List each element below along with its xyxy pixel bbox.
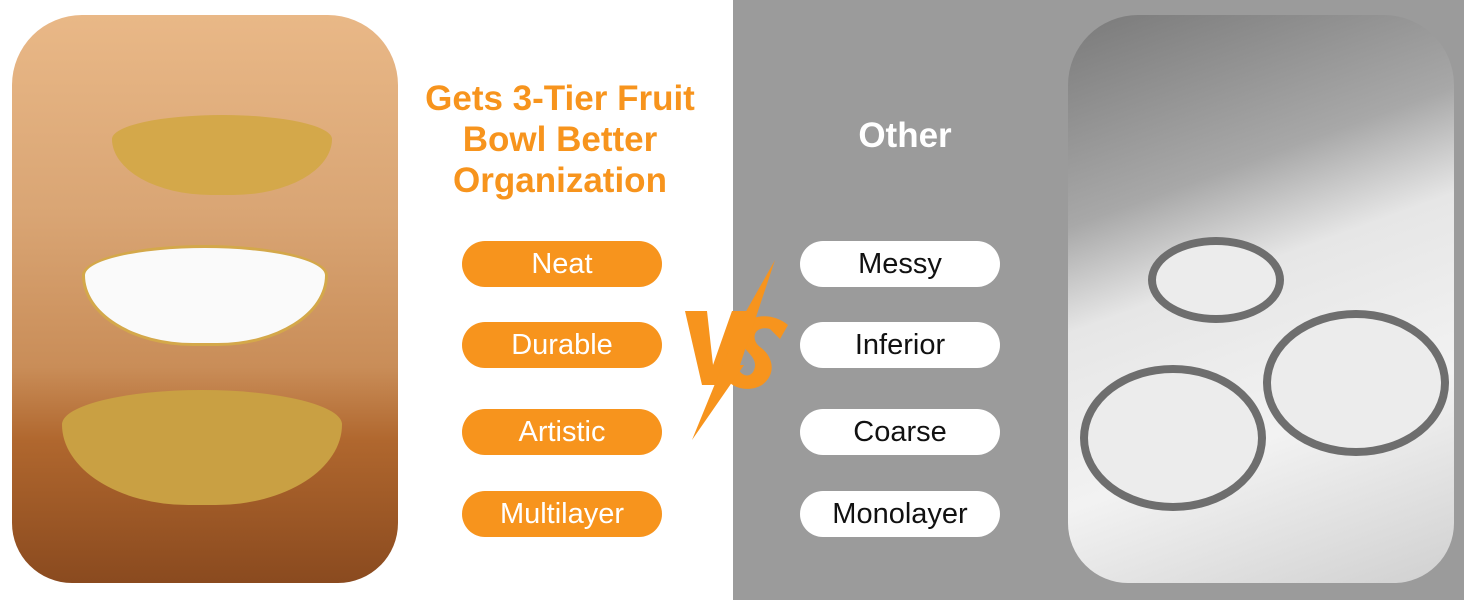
lightning-bolt-icon [692,260,775,440]
competitor-photo-trays [1068,15,1454,583]
tray-left [1080,365,1266,511]
top-bowl [112,115,332,195]
vs-letter-v [685,311,750,385]
bad-feature-coarse: Coarse [800,409,1000,455]
good-feature-multilayer: Multilayer [462,491,662,537]
middle-bowl [82,245,328,346]
good-feature-neat: Neat [462,241,662,287]
bad-feature-inferior: Inferior [800,322,1000,368]
vs-letter-s [723,316,788,389]
good-feature-durable: Durable [462,322,662,368]
other-heading: Other [858,116,952,155]
versus-icon [685,260,788,440]
product-photo-3-tier-bowl [12,15,398,583]
bad-feature-messy: Messy [800,241,1000,287]
bottom-bowl [62,390,342,505]
headline: Gets 3-Tier Fruit Bowl Better Organizati… [425,79,695,200]
good-feature-artistic: Artistic [462,409,662,455]
bad-feature-monolayer: Monolayer [800,491,1000,537]
tray-right [1263,310,1449,456]
tray-small [1148,237,1284,323]
